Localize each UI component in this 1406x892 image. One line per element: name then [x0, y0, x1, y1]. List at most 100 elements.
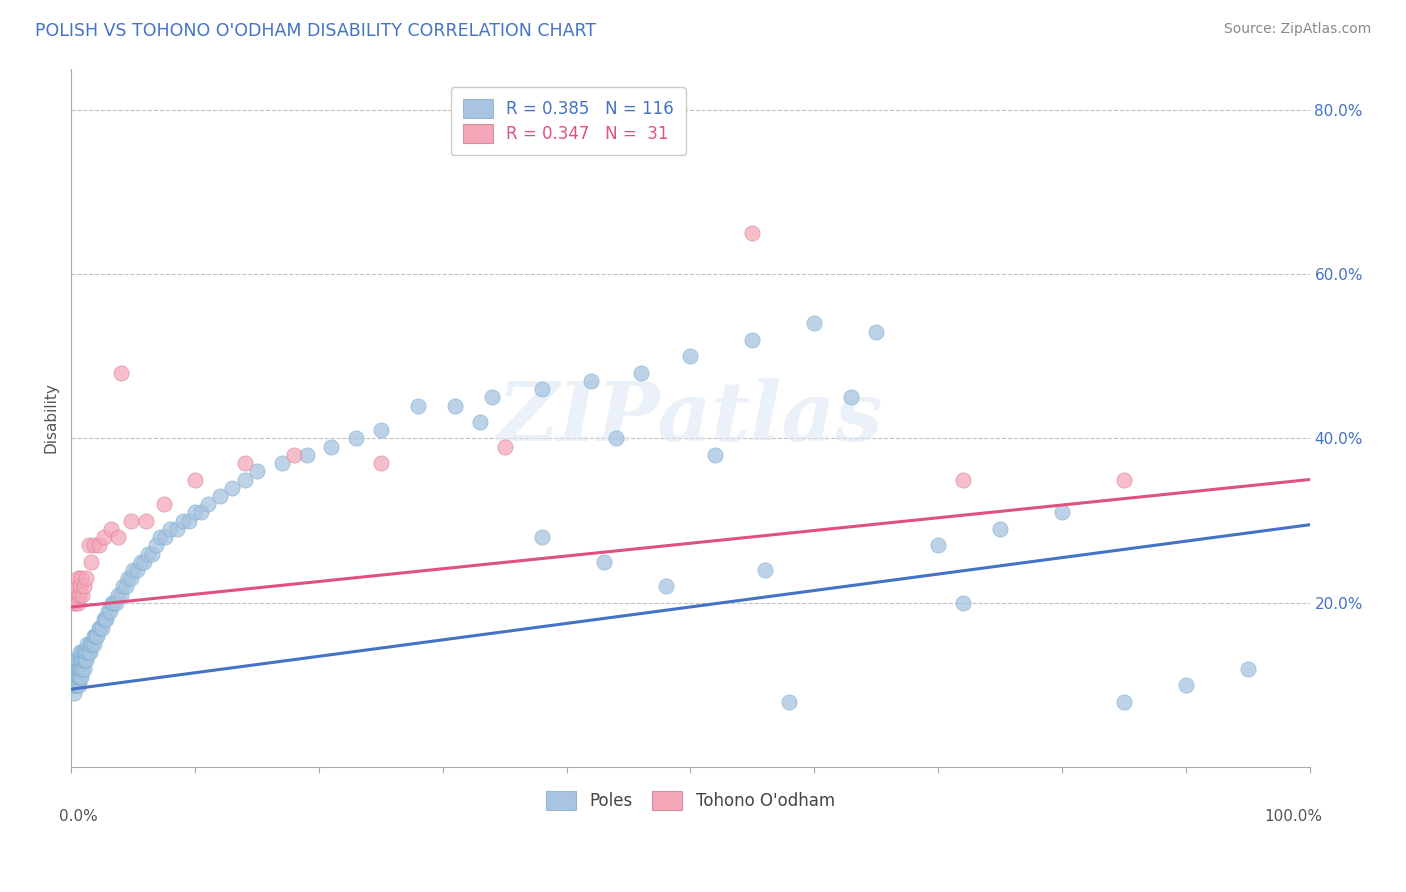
Text: 0.0%: 0.0%	[59, 809, 97, 824]
Point	[86, 629, 108, 643]
Point	[120, 514, 142, 528]
Point	[110, 366, 132, 380]
Point	[72, 653, 94, 667]
Point	[530, 382, 553, 396]
Point	[221, 481, 243, 495]
Point	[77, 645, 100, 659]
Point	[65, 579, 87, 593]
Point	[63, 653, 86, 667]
Point	[73, 653, 96, 667]
Point	[91, 620, 114, 634]
Point	[295, 448, 318, 462]
Point	[153, 497, 176, 511]
Point	[98, 604, 121, 618]
Point	[370, 423, 392, 437]
Point	[246, 464, 269, 478]
Point	[1174, 678, 1197, 692]
Point	[69, 670, 91, 684]
Point	[112, 579, 135, 593]
Point	[1236, 662, 1258, 676]
Point	[135, 514, 157, 528]
Point	[66, 662, 89, 676]
Point	[76, 645, 98, 659]
Legend: Poles, Tohono O'odham: Poles, Tohono O'odham	[534, 780, 846, 822]
Point	[73, 662, 96, 676]
Point	[344, 432, 367, 446]
Point	[73, 579, 96, 593]
Point	[67, 588, 90, 602]
Point	[67, 662, 90, 676]
Point	[62, 678, 84, 692]
Point	[73, 653, 96, 667]
Point	[66, 670, 89, 684]
Point	[120, 571, 142, 585]
Point	[93, 530, 115, 544]
Point	[93, 612, 115, 626]
Point	[77, 538, 100, 552]
Point	[63, 596, 86, 610]
Point	[80, 555, 103, 569]
Point	[62, 678, 84, 692]
Point	[110, 588, 132, 602]
Point	[134, 555, 156, 569]
Point	[79, 637, 101, 651]
Point	[62, 596, 84, 610]
Point	[67, 678, 90, 692]
Point	[184, 473, 207, 487]
Point	[66, 571, 89, 585]
Point	[89, 620, 111, 634]
Point	[72, 645, 94, 659]
Point	[75, 571, 97, 585]
Point	[66, 596, 89, 610]
Point	[184, 505, 207, 519]
Point	[283, 448, 305, 462]
Point	[370, 456, 392, 470]
Point	[72, 588, 94, 602]
Point	[190, 505, 212, 519]
Point	[62, 686, 84, 700]
Point	[84, 629, 107, 643]
Text: POLISH VS TOHONO O'ODHAM DISABILITY CORRELATION CHART: POLISH VS TOHONO O'ODHAM DISABILITY CORR…	[35, 22, 596, 40]
Point	[145, 538, 167, 552]
Point	[481, 390, 503, 404]
Point	[100, 522, 122, 536]
Point	[1112, 473, 1135, 487]
Point	[94, 612, 117, 626]
Point	[70, 662, 93, 676]
Point	[494, 440, 516, 454]
Point	[233, 456, 256, 470]
Point	[679, 349, 702, 363]
Point	[63, 670, 86, 684]
Point	[159, 522, 181, 536]
Point	[79, 645, 101, 659]
Point	[104, 596, 127, 610]
Point	[66, 678, 89, 692]
Point	[97, 604, 120, 618]
Point	[605, 432, 627, 446]
Point	[129, 555, 152, 569]
Point	[63, 678, 86, 692]
Point	[803, 317, 825, 331]
Point	[69, 645, 91, 659]
Point	[841, 390, 863, 404]
Point	[87, 538, 110, 552]
Point	[82, 637, 104, 651]
Point	[166, 522, 188, 536]
Point	[233, 473, 256, 487]
Point	[321, 440, 343, 454]
Point	[107, 530, 129, 544]
Text: 100.0%: 100.0%	[1264, 809, 1322, 824]
Point	[122, 563, 145, 577]
Point	[208, 489, 231, 503]
Point	[62, 670, 84, 684]
Point	[581, 374, 603, 388]
Point	[103, 596, 125, 610]
Point	[83, 629, 105, 643]
Point	[87, 620, 110, 634]
Text: ZIPatlas: ZIPatlas	[498, 378, 883, 458]
Point	[1050, 505, 1073, 519]
Point	[75, 653, 97, 667]
Point	[149, 530, 172, 544]
Point	[62, 588, 84, 602]
Point	[73, 645, 96, 659]
